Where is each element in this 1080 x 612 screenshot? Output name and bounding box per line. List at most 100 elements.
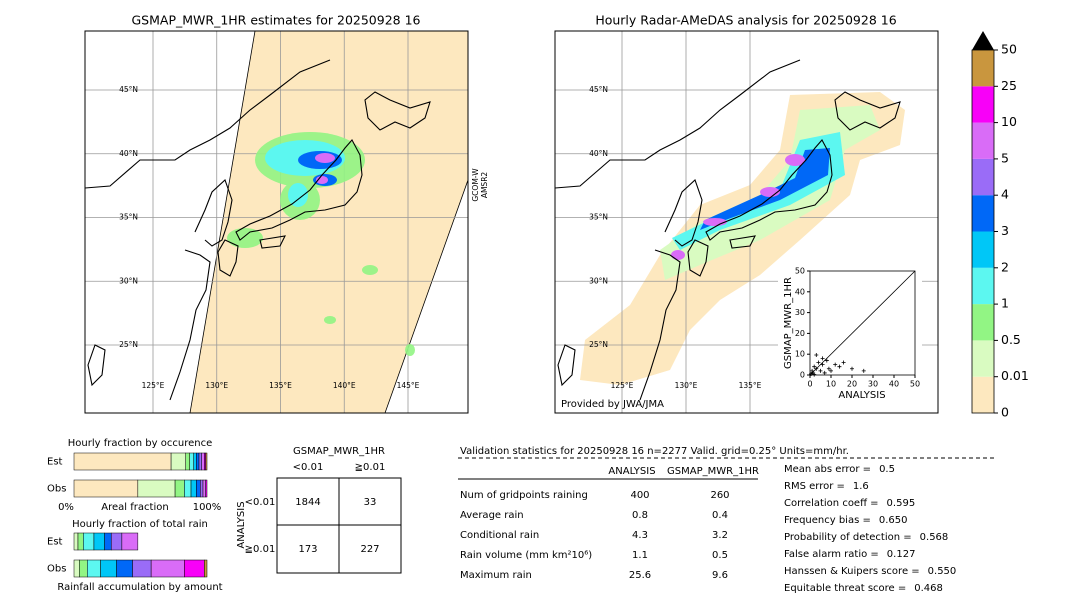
bar-segment xyxy=(193,452,197,471)
bar-segment xyxy=(196,479,201,498)
point xyxy=(850,366,854,371)
bar-segment xyxy=(184,559,205,578)
lat-label: 35°N xyxy=(589,213,608,222)
axis-label: 100% xyxy=(193,502,222,513)
bar-segment xyxy=(137,479,176,498)
score-value: 0.550 xyxy=(928,566,957,577)
colorbar-segment xyxy=(972,195,994,232)
stat-label: Average rain xyxy=(460,510,524,521)
map-title: Hourly Radar-AMeDAS analysis for 2025092… xyxy=(595,13,896,28)
point xyxy=(809,371,814,376)
row-label: <0.01 xyxy=(245,497,276,508)
point xyxy=(841,360,846,365)
score-label: Mean abs error = xyxy=(784,464,871,475)
point xyxy=(822,370,827,375)
inset-frame xyxy=(809,270,916,376)
col-header: ANALYSIS xyxy=(608,466,655,477)
stat-label: Rain volume (mm km²10⁶) xyxy=(460,550,592,561)
cell: 227 xyxy=(360,544,379,555)
y-tick-label: 40 xyxy=(795,287,805,296)
y-tick-label: 30 xyxy=(795,308,805,317)
point xyxy=(818,368,823,373)
colorbar-segment xyxy=(972,304,994,341)
lat-label: 40°N xyxy=(119,149,138,158)
colorbar-label: 0 xyxy=(1001,405,1009,420)
point xyxy=(824,358,829,363)
diagonal xyxy=(809,270,916,376)
point xyxy=(861,368,866,373)
swath-label: AMSR2 xyxy=(480,172,489,199)
bar-segment xyxy=(174,479,185,498)
colorbar-segment xyxy=(972,122,994,159)
map-title: GSMAP_MWR_1HR estimates for 20250928 16 xyxy=(132,13,421,28)
score-value: 0.595 xyxy=(887,498,916,509)
row-title: ANALYSIS xyxy=(236,501,247,548)
bar-segment xyxy=(189,452,194,471)
cell: 33 xyxy=(364,497,377,508)
map-right xyxy=(555,31,938,413)
row-label: Est xyxy=(47,537,63,548)
bar-segment xyxy=(116,559,133,578)
point xyxy=(812,364,817,369)
row-label: Est xyxy=(47,457,63,468)
point xyxy=(829,368,833,373)
colorbar-label: 25 xyxy=(1001,78,1017,93)
colorbar-segment xyxy=(972,158,994,196)
colorbar-label: 1 xyxy=(1001,296,1009,311)
lat-label: 25°N xyxy=(589,340,608,349)
colorbar-label: 0.5 xyxy=(1001,332,1021,347)
bar-segment xyxy=(104,532,112,551)
colorbar-label: 50 xyxy=(1001,42,1017,57)
x-tick-label: 40 xyxy=(889,380,899,389)
point xyxy=(826,366,831,371)
stat-value: 25.6 xyxy=(629,570,651,581)
lon-label: 125°E xyxy=(611,381,634,390)
row-label: ≧0.01 xyxy=(245,544,276,555)
lon-label: 135°E xyxy=(739,381,762,390)
bar-segment xyxy=(185,452,190,471)
score-value: 0.468 xyxy=(914,583,943,594)
score-value: 0.127 xyxy=(887,549,916,560)
point xyxy=(820,362,825,367)
score-value: 0.568 xyxy=(920,532,949,543)
lon-label: 140°E xyxy=(333,381,356,390)
lat-label: 45°N xyxy=(119,85,138,94)
stat-label: Num of gridpoints raining xyxy=(460,490,588,501)
bar-segment xyxy=(190,479,197,498)
axis-label: 0% xyxy=(58,502,74,513)
bar-segment xyxy=(73,479,139,498)
point xyxy=(837,364,842,369)
stats-header: Validation statistics for 20250928 16 n=… xyxy=(460,446,849,457)
bar-segment xyxy=(73,532,79,551)
stat-label: Maximum rain xyxy=(460,570,532,581)
map-left xyxy=(85,31,468,413)
score-label: RMS error = xyxy=(784,481,845,492)
bar-segment xyxy=(93,532,105,551)
score-label: Correlation coeff = xyxy=(784,498,879,509)
x-tick-label: 10 xyxy=(826,380,836,389)
point xyxy=(814,366,819,371)
lon-label: 135°E xyxy=(269,381,292,390)
credit: Provided by JWA/JMA xyxy=(561,399,664,410)
stat-value: 260 xyxy=(710,490,729,501)
map-frame xyxy=(554,30,939,414)
point xyxy=(816,360,821,365)
stat-value: 0.8 xyxy=(632,510,648,521)
colorbar-label: 2 xyxy=(1001,259,1009,274)
bar-segment xyxy=(73,559,80,578)
table-title: GSMAP_MWR_1HR xyxy=(293,446,385,457)
point xyxy=(820,356,825,361)
y-tick-label: 10 xyxy=(795,350,805,359)
score-label: Hanssen & Kuipers score = xyxy=(784,566,920,577)
bar-segment xyxy=(87,559,101,578)
colorbar-extend xyxy=(972,31,994,50)
bar-segment xyxy=(110,532,123,551)
bar-segment xyxy=(204,559,208,578)
colorbar-segment xyxy=(972,86,994,123)
lon-label: 130°E xyxy=(675,381,698,390)
score-value: 1.6 xyxy=(853,481,869,492)
stat-value: 0.4 xyxy=(712,510,728,521)
colorbar-segment xyxy=(972,50,994,87)
colorbar-segment xyxy=(972,376,994,413)
x-tick-label: 20 xyxy=(847,380,857,389)
